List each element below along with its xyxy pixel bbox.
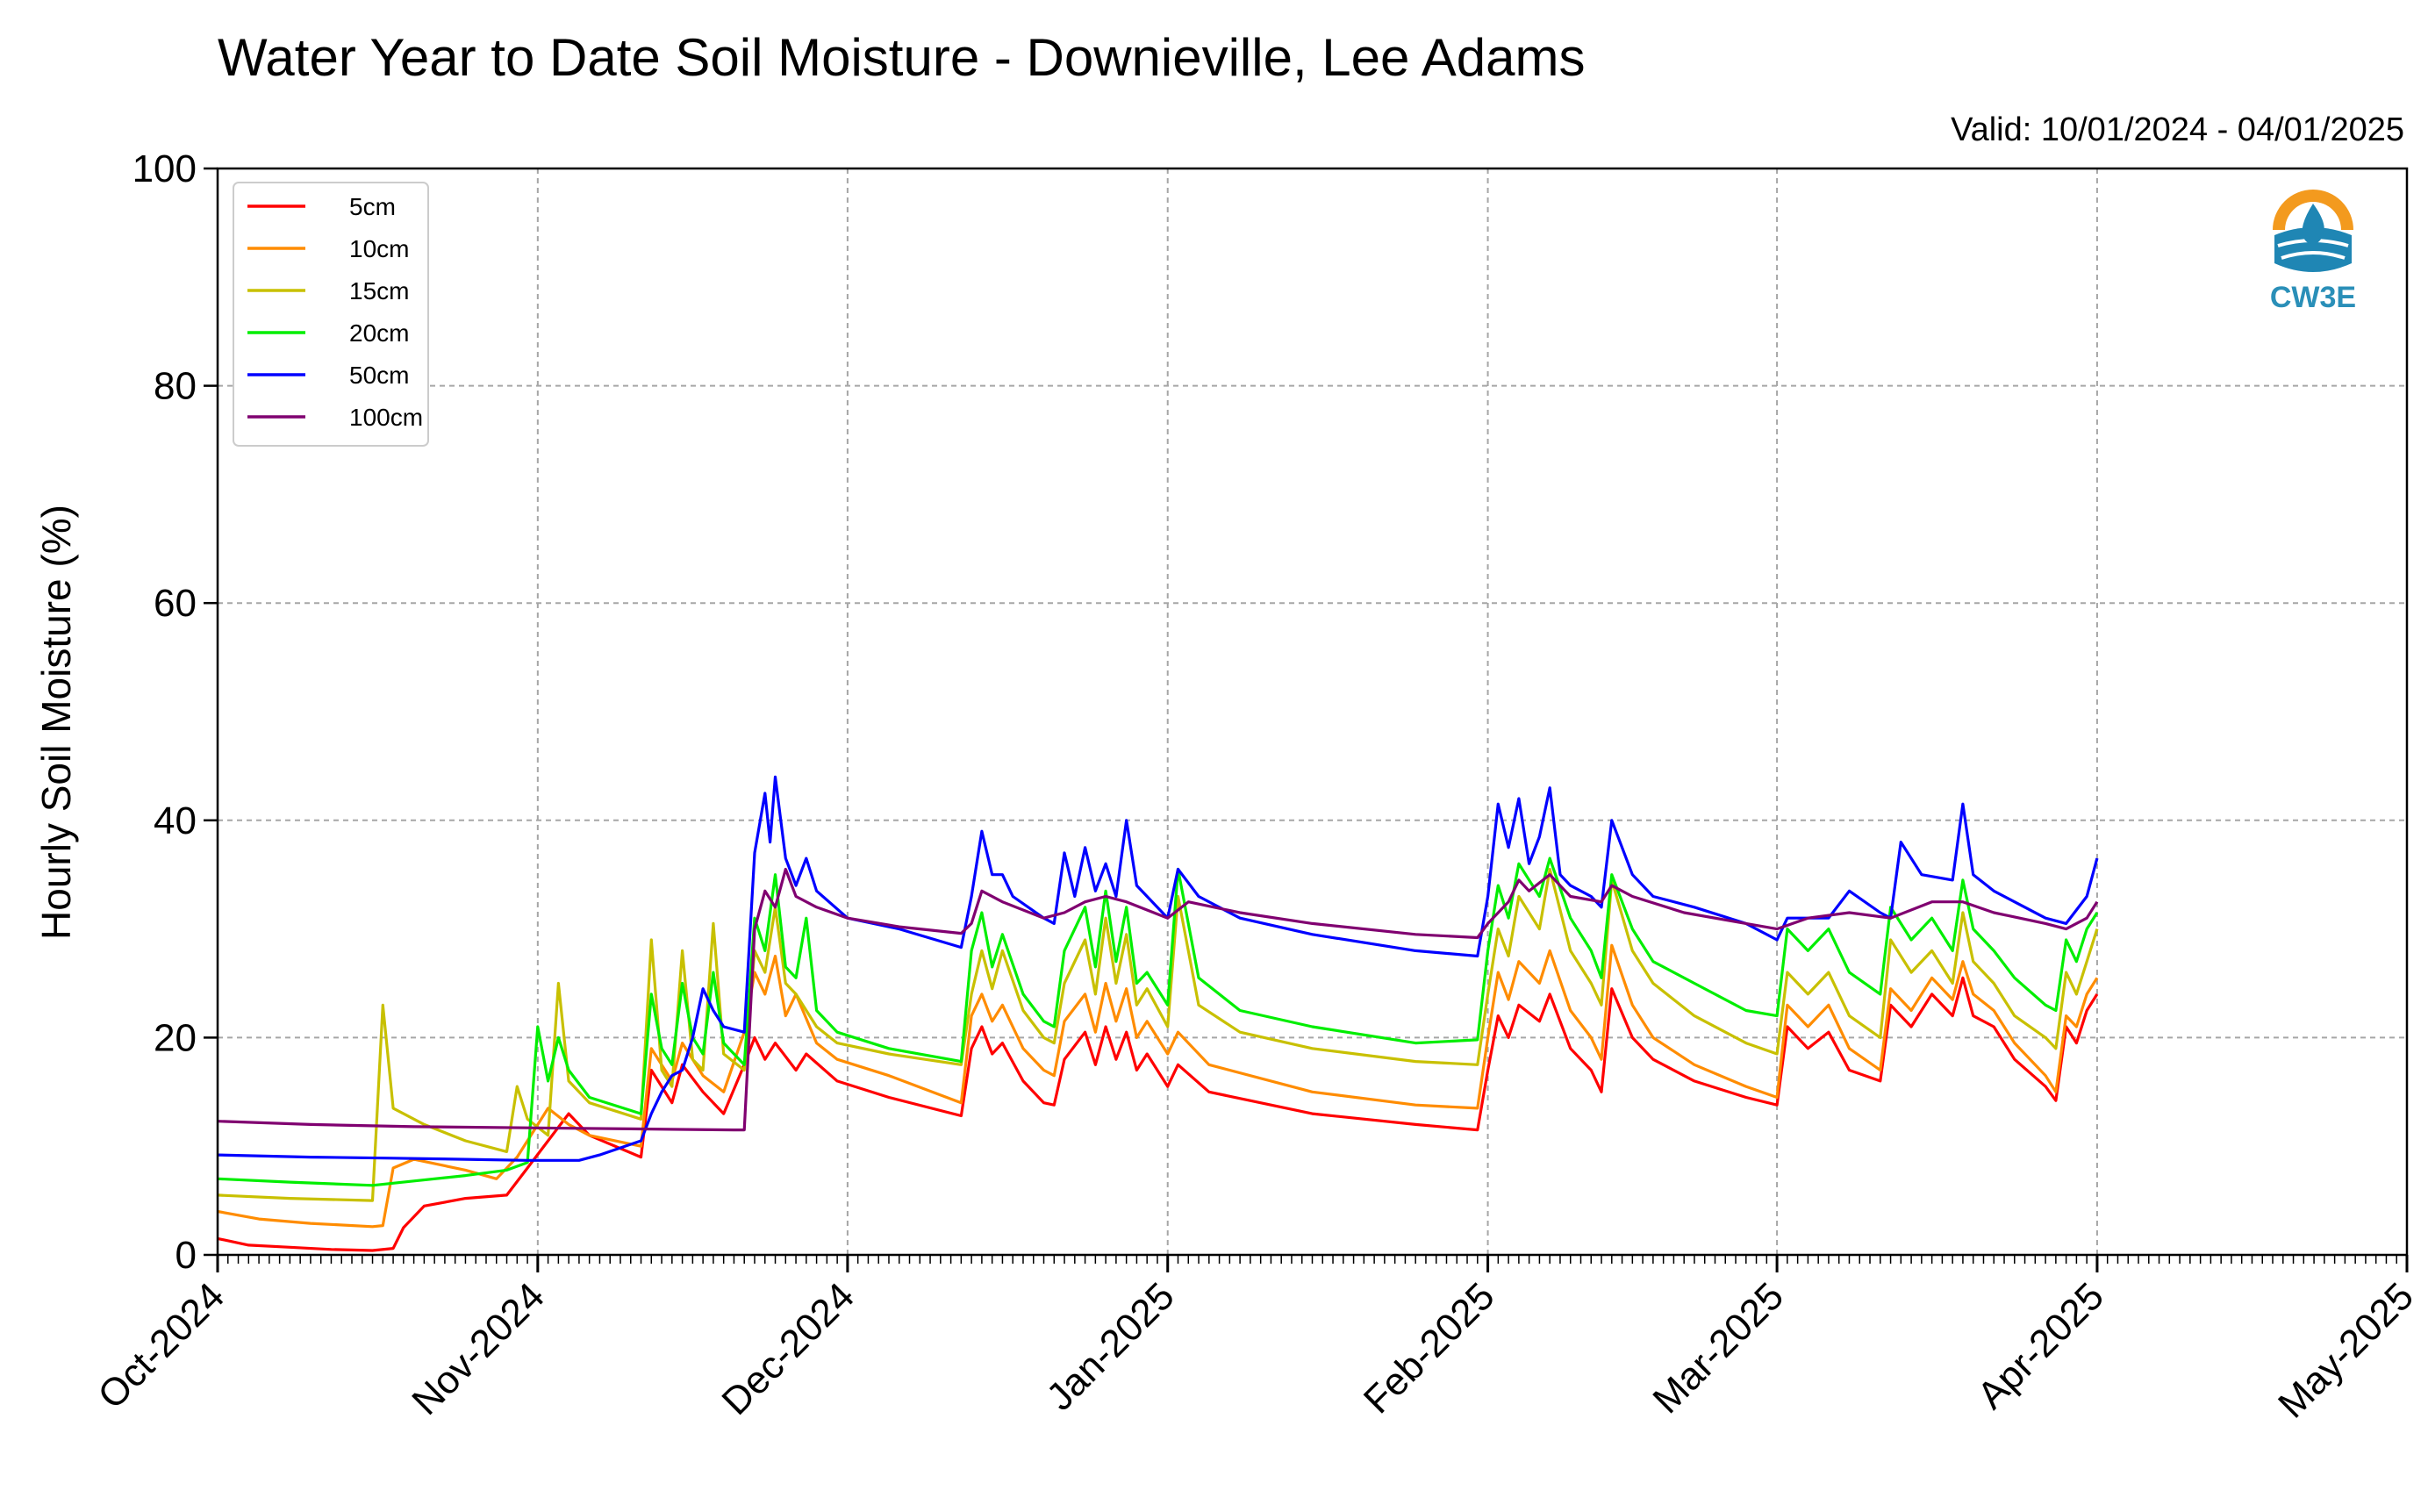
logo-drop-icon: [2302, 204, 2324, 244]
series-lines: [217, 775, 2099, 1252]
y-tick-label: 40: [154, 799, 197, 842]
y-axis-ticks: 0 20 40 60 80 100: [133, 147, 218, 1277]
legend-label-100cm: 100cm: [349, 404, 423, 431]
legend-label-20cm: 20cm: [349, 319, 409, 347]
series-line-15cm: [217, 867, 2099, 1202]
x-tick-label: Jan-2025: [1038, 1274, 1182, 1418]
x-tick-label: Nov-2024: [404, 1274, 553, 1423]
logo-text: CW3E: [2270, 281, 2356, 314]
x-tick-label: Oct-2024: [90, 1274, 233, 1417]
series-line-100cm: [217, 867, 2099, 1132]
legend-label-15cm: 15cm: [349, 277, 409, 305]
legend-label-5cm: 5cm: [349, 193, 396, 220]
series-line-5cm: [217, 976, 2099, 1252]
series-line-10cm: [217, 943, 2099, 1229]
x-tick-label: Apr-2025: [1969, 1274, 2112, 1417]
cw3e-logo: CW3E: [2270, 190, 2356, 314]
legend: 5cm 10cm 15cm 20cm 50cm 100cm: [233, 182, 429, 447]
logo-wave-icon: [2274, 227, 2352, 272]
y-tick-label: 80: [154, 365, 197, 408]
series-line-50cm: [217, 775, 2099, 1162]
chart-title: Water Year to Date Soil Moisture - Downi…: [218, 28, 1586, 87]
x-tick-label: May-2025: [2270, 1274, 2422, 1426]
legend-label-50cm: 50cm: [349, 362, 409, 389]
x-tick-label: Dec-2024: [713, 1274, 863, 1423]
y-tick-label: 0: [175, 1234, 197, 1277]
y-axis-label: Hourly Soil Moisture (%): [33, 505, 79, 940]
y-tick-label: 60: [154, 582, 197, 625]
y-tick-label: 100: [133, 147, 197, 190]
x-axis-ticks: Oct-2024 Nov-2024 Dec-2024 Jan-2025 Feb-2025…: [90, 1255, 2422, 1426]
series-line-20cm: [217, 856, 2099, 1187]
legend-label-10cm: 10cm: [349, 235, 409, 262]
x-tick-label: Mar-2025: [1644, 1274, 1792, 1422]
valid-date-range: Valid: 10/01/2024 - 04/01/2025: [1951, 111, 2404, 148]
x-tick-label: Feb-2025: [1356, 1274, 1503, 1422]
y-tick-label: 20: [154, 1016, 197, 1059]
